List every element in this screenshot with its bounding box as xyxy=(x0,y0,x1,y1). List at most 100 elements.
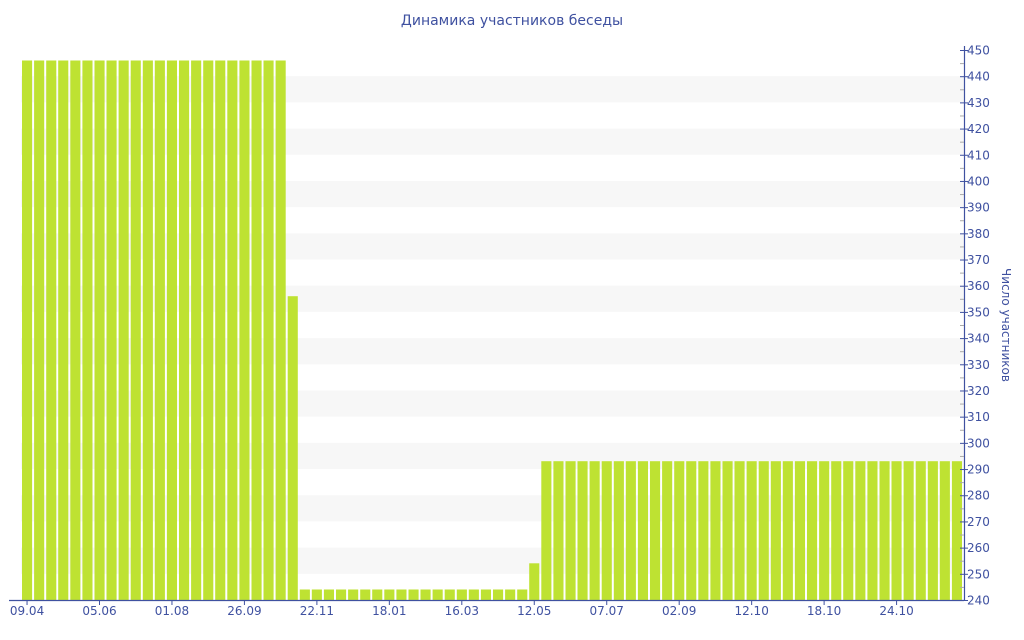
y-tick-label: 410 xyxy=(967,148,990,162)
bar xyxy=(686,461,697,600)
bar xyxy=(106,60,117,600)
bar xyxy=(480,589,491,600)
x-tick-label: 18.01 xyxy=(372,604,406,618)
y-tick-label: 300 xyxy=(967,436,990,450)
y-tick-label: 450 xyxy=(967,44,990,58)
bar xyxy=(372,589,383,600)
bar xyxy=(82,60,93,600)
bar xyxy=(118,60,129,600)
x-tick-label: 07.07 xyxy=(590,604,624,618)
bar xyxy=(166,60,177,600)
bar xyxy=(529,563,540,600)
bar xyxy=(843,461,854,600)
y-tick-label: 280 xyxy=(967,489,990,503)
bar xyxy=(819,461,830,600)
bar xyxy=(637,461,648,600)
bar xyxy=(203,60,214,600)
x-tick-label: 16.03 xyxy=(445,604,479,618)
y-tick-label: 430 xyxy=(967,96,990,110)
bar xyxy=(420,589,431,600)
bar xyxy=(722,461,733,600)
bar xyxy=(903,461,914,600)
bar xyxy=(275,60,286,600)
y-tick-label: 320 xyxy=(967,384,990,398)
x-tick-label: 12.05 xyxy=(517,604,551,618)
bar xyxy=(625,461,636,600)
bar xyxy=(951,461,962,600)
y-tick-label: 380 xyxy=(967,227,990,241)
x-tick-label: 09.04 xyxy=(10,604,44,618)
bar xyxy=(468,589,479,600)
bar xyxy=(541,461,552,600)
grid-band xyxy=(21,495,964,522)
x-tick-label: 24.10 xyxy=(879,604,913,618)
bar xyxy=(770,461,781,600)
grid-band xyxy=(21,390,964,417)
bar xyxy=(348,589,359,600)
bar xyxy=(384,589,395,600)
grid-band xyxy=(21,285,964,312)
bar xyxy=(710,461,721,600)
bar xyxy=(577,461,588,600)
bar xyxy=(734,461,745,600)
bar xyxy=(46,60,57,600)
bar xyxy=(517,589,528,600)
y-tick-label: 310 xyxy=(967,410,990,424)
bar xyxy=(939,461,950,600)
bar xyxy=(891,461,902,600)
bar xyxy=(179,60,190,600)
y-tick-label: 390 xyxy=(967,201,990,215)
x-tick-label: 12.10 xyxy=(734,604,768,618)
bar xyxy=(565,461,576,600)
y-tick-label: 360 xyxy=(967,279,990,293)
y-tick-label: 330 xyxy=(967,358,990,372)
y-tick-label: 400 xyxy=(967,174,990,188)
grid-band xyxy=(21,128,964,155)
bar xyxy=(879,461,890,600)
bar xyxy=(227,60,238,600)
grid-band xyxy=(21,180,964,208)
x-tick-label: 01.08 xyxy=(155,604,189,618)
bar xyxy=(867,461,878,600)
bar xyxy=(299,589,310,600)
bar xyxy=(782,461,793,600)
chart-title: Динамика участников беседы xyxy=(400,13,624,29)
bar xyxy=(58,60,69,600)
x-tick-label: 22.11 xyxy=(300,604,334,618)
bar xyxy=(855,461,866,600)
bar xyxy=(154,60,165,600)
y-tick-label: 340 xyxy=(967,332,990,346)
bar xyxy=(794,461,805,600)
y-tick-label: 350 xyxy=(967,305,990,319)
bar xyxy=(408,589,419,600)
bar xyxy=(758,461,769,600)
bar xyxy=(493,589,504,600)
bar xyxy=(915,461,926,600)
bar xyxy=(287,296,298,600)
bar xyxy=(34,60,45,600)
bar xyxy=(698,461,709,600)
bar xyxy=(130,60,141,600)
bar xyxy=(456,589,467,600)
grid-band xyxy=(21,338,964,365)
bar xyxy=(432,589,443,600)
y-tick-label: 250 xyxy=(967,567,990,581)
x-tick-label: 26.09 xyxy=(227,604,261,618)
bar xyxy=(674,461,685,600)
bar xyxy=(70,60,81,600)
bar xyxy=(239,60,250,600)
bar xyxy=(589,461,600,600)
bar xyxy=(927,461,938,600)
grid-band xyxy=(21,76,964,103)
bar xyxy=(650,461,661,600)
bar xyxy=(662,461,673,600)
bar xyxy=(142,60,153,600)
bar xyxy=(251,60,262,600)
grid-band xyxy=(21,547,964,574)
x-tick-label: 05.06 xyxy=(82,604,116,618)
grid-band xyxy=(21,442,964,470)
bar xyxy=(263,60,274,600)
bar xyxy=(22,60,33,600)
bar xyxy=(613,461,624,600)
